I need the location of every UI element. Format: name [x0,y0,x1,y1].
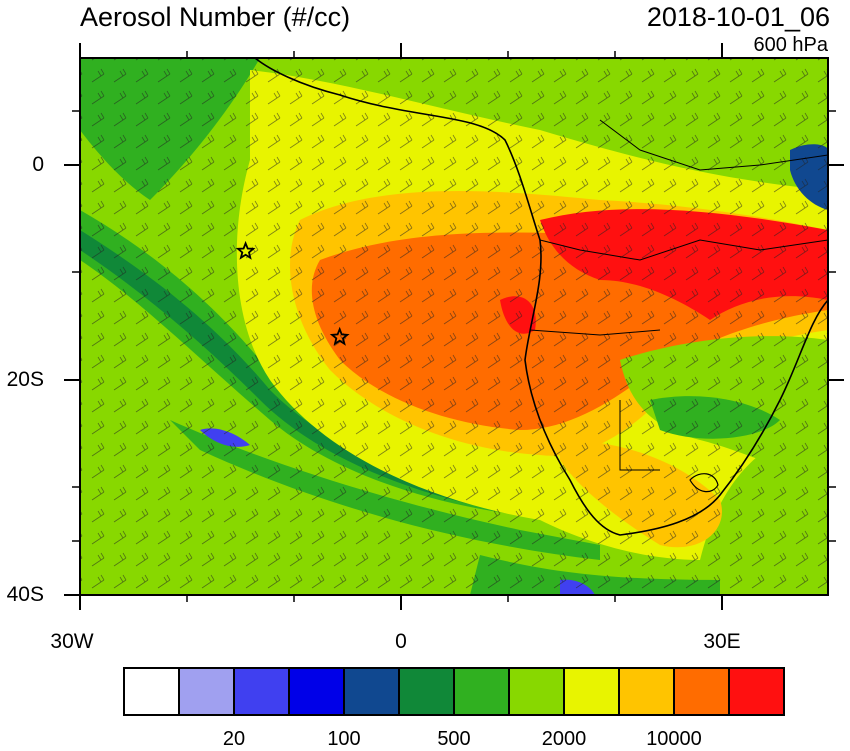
map-title: Aerosol Number (#/cc) [80,2,351,32]
coastline [254,58,828,536]
star-marker-icon [235,240,256,260]
concentration-field [80,58,828,595]
lon-tick-30e: 30E [703,630,741,653]
datetime-label: 2018-10-01_06 [646,2,830,32]
lat-tick-40s: 40S [6,583,44,606]
lat-tick-0: 0 [32,153,44,176]
minor-ticks [72,51,836,602]
star-marker-icon [329,326,350,346]
site-markers [235,240,350,346]
level-label: 600 hPa [753,34,828,56]
lat-tick-20s: 20S [6,368,44,391]
colorbar-label: 100 [327,728,361,750]
plot-frame [79,57,829,596]
lon-tick-30w: 30W [50,630,94,653]
colorbar-label: 500 [437,728,471,750]
colorbar-label: 10000 [646,728,702,750]
colorbar-label: 20 [222,728,246,750]
axis-ticks [64,43,844,610]
lon-tick-0: 0 [395,630,407,653]
colorbar-label: 2000 [541,728,587,750]
